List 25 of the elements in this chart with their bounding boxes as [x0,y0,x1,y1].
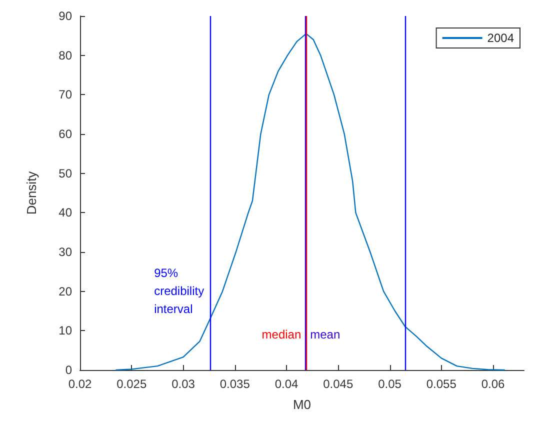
x-tick-label: 0.055 [426,377,457,391]
x-tick-label: 0.035 [220,377,250,391]
y-tick-label: 80 [58,48,72,62]
ref-line-label: 95% credibility interval [154,266,204,316]
y-tick-label: 50 [58,166,72,180]
x-tick-label: 0.045 [323,377,354,391]
x-tick-label: 0.02 [68,377,92,391]
legend-label: 2004 [487,31,514,45]
x-tick-label: 0.025 [116,377,147,391]
y-tick-label: 90 [58,9,72,23]
ref-line-label: median [262,328,302,342]
x-tick-label: 0.04 [274,377,299,391]
y-tick-label: 20 [58,284,72,298]
x-tick-label: 0.05 [378,377,402,391]
ref-line-label: mean [310,328,340,342]
x-axis-title: M0 [292,397,312,412]
y-tick-label: 10 [58,324,72,338]
y-tick-label: 40 [58,206,72,220]
y-tick-label: 0 [65,363,72,377]
y-axis-title: Density [24,170,39,215]
y-tick-label: 60 [58,127,72,141]
y-tick-label: 70 [58,88,72,102]
x-tick-label: 0.06 [481,377,506,391]
y-tick-label: 30 [58,245,72,259]
x-tick-label: 0.03 [172,377,196,391]
